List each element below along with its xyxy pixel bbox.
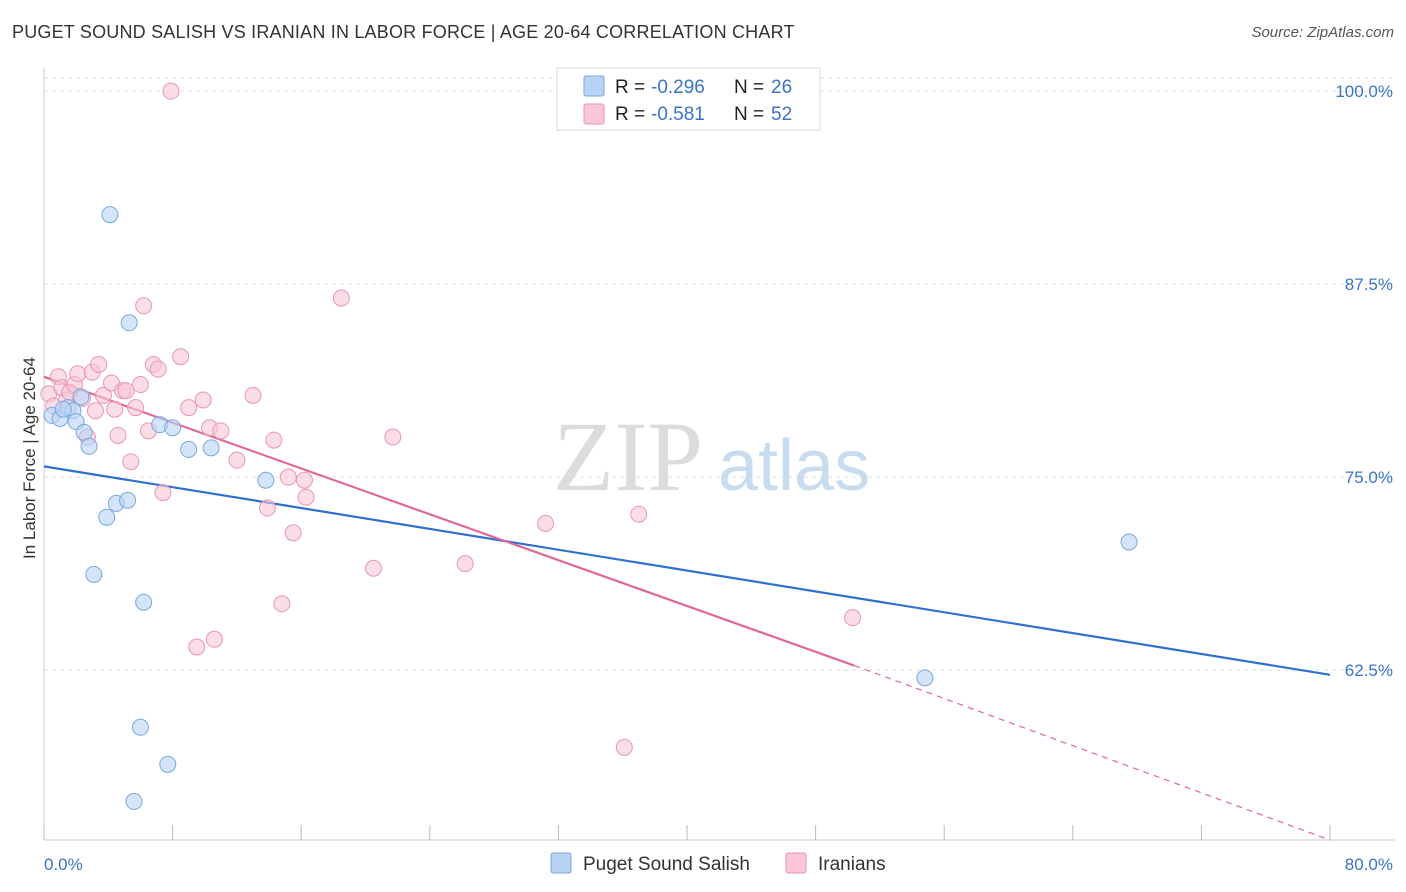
point-iranians [94,386,112,404]
point-iranians [265,431,283,449]
y-tick-label: 62.5% [1345,661,1393,680]
point-iranians [180,399,198,417]
point-puget-sound-salish [159,755,177,773]
point-puget-sound-salish [125,792,143,810]
point-puget-sound-salish [101,206,119,224]
point-iranians [162,82,180,100]
watermark-zip: ZIP [553,401,703,512]
chart-source: Source: ZipAtlas.com [1251,24,1394,41]
legend-label-puget-sound-salish: Puget Sound Salish [583,854,750,875]
point-iranians [615,738,633,756]
point-puget-sound-salish [916,669,934,687]
y-axis-title: In Labor Force | Age 20-64 [20,357,39,559]
point-iranians [90,355,108,373]
point-iranians [117,382,135,400]
stats-r-value-blue: -0.296 [651,77,705,98]
point-puget-sound-salish [120,314,138,332]
legend-swatch-iranians [785,852,807,874]
point-puget-sound-salish [98,508,116,526]
point-iranians [205,630,223,648]
point-puget-sound-salish [119,491,137,509]
point-iranians [332,289,350,307]
stats-n-label-pink: N = [734,104,764,125]
point-puget-sound-salish [164,419,182,437]
y-tick-label: 100.0% [1335,82,1393,101]
watermark-atlas: atlas [718,426,870,506]
legend-label-iranians: Iranians [818,854,886,875]
x-tick-label: 0.0% [44,855,83,874]
point-iranians [297,488,315,506]
stats-r-label-pink: R = [615,104,645,125]
series-legend: Puget Sound Salish Iranians [550,852,886,875]
point-puget-sound-salish [80,437,98,455]
point-iranians [258,499,276,517]
labels-layer: 62.5% 75.0% 87.5% 100.0% 0.0% 80.0% [44,82,1393,874]
point-iranians [844,609,862,627]
point-puget-sound-salish [257,471,275,489]
stats-r-label-blue: R = [615,77,645,98]
point-iranians [172,348,190,366]
y-tick-label: 87.5% [1345,275,1393,294]
point-iranians [127,399,145,417]
point-iranians [149,360,167,378]
point-iranians [228,451,246,469]
stats-r-value-pink: -0.581 [651,104,705,125]
point-iranians [154,484,172,502]
point-puget-sound-salish [131,718,149,736]
stats-legend: R = -0.296 N = 26 R = -0.581 N = 52 [556,67,821,131]
point-iranians [295,471,313,489]
point-puget-sound-salish [1120,533,1138,551]
point-puget-sound-salish [54,400,72,418]
point-iranians [456,555,474,573]
stats-n-value-pink: 52 [771,104,792,125]
point-iranians [244,386,262,404]
x-tick-label: 80.0% [1345,855,1393,874]
point-iranians [86,402,104,420]
stats-swatch-blue [583,75,605,97]
point-iranians [106,400,124,418]
point-iranians [537,514,555,532]
point-iranians [384,428,402,446]
point-puget-sound-salish [202,439,220,457]
point-iranians [122,453,140,471]
point-iranians [365,559,383,577]
point-iranians [135,297,153,315]
trendline-puget-sound-salish [43,465,1331,676]
legend-swatch-puget-sound-salish [550,852,572,874]
grid-layer [44,77,1395,671]
watermark: ZIP atlas [553,401,870,512]
point-iranians [279,468,297,486]
point-iranians [194,391,212,409]
point-puget-sound-salish [180,440,198,458]
point-iranians [69,365,87,383]
point-iranians [109,426,127,444]
point-iranians [188,638,206,656]
stats-n-value-blue: 26 [771,77,792,98]
point-iranians [630,505,648,523]
point-iranians [273,595,291,613]
point-puget-sound-salish [85,565,103,583]
points-layer [40,82,1138,810]
stats-swatch-pink [583,103,605,125]
stats-n-label-blue: N = [734,77,764,98]
point-iranians [131,376,149,394]
point-iranians [212,422,230,440]
chart-title: PUGET SOUND SALISH VS IRANIAN IN LABOR F… [12,22,795,42]
trendline-extension-iranians [853,664,1331,841]
point-iranians [284,524,302,542]
point-puget-sound-salish [72,388,90,406]
y-tick-label: 75.0% [1345,468,1393,487]
axes-layer [43,68,1395,841]
point-puget-sound-salish [135,593,153,611]
